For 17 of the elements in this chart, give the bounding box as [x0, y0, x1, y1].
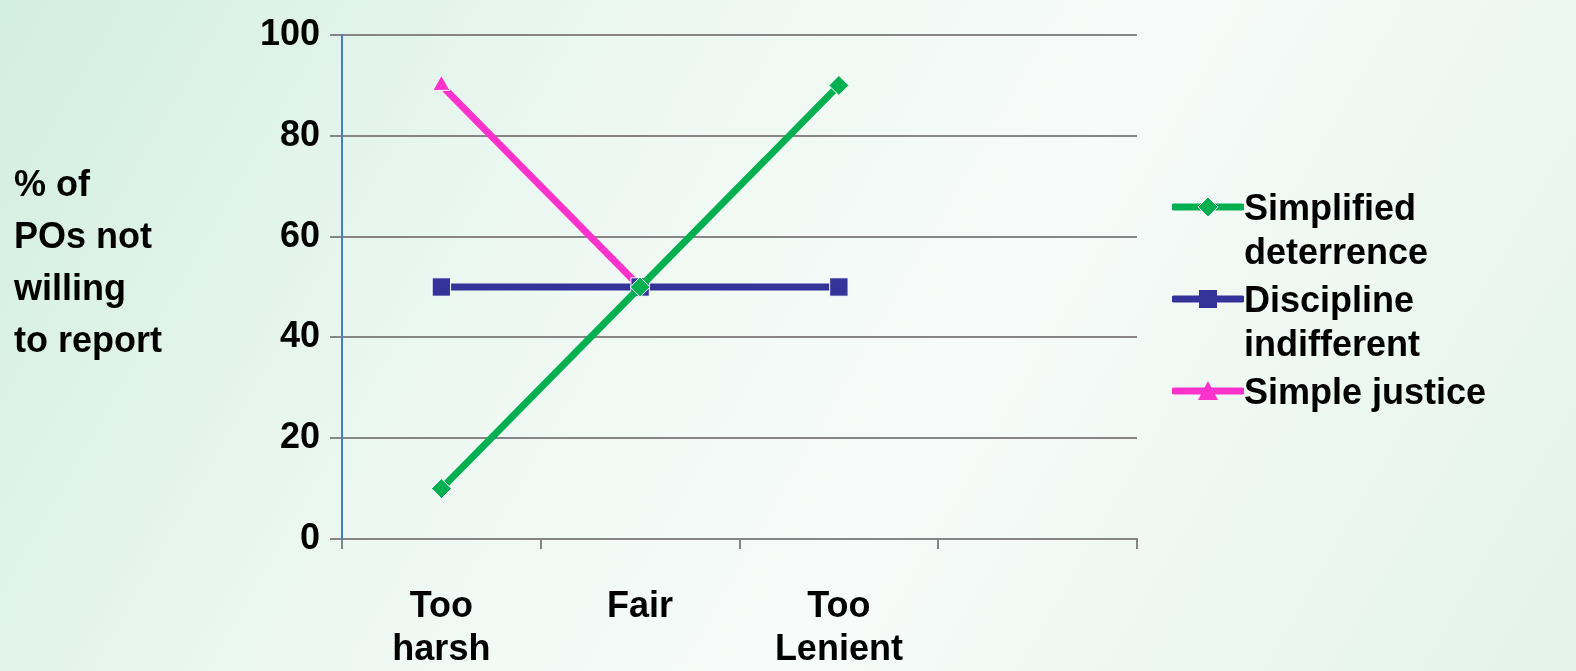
y-tick-label: 80 [279, 112, 320, 154]
y-tick-label: 0 [299, 515, 320, 557]
legend-label: Simplified deterrence [1244, 186, 1430, 274]
y-tick-label: 40 [279, 314, 320, 356]
point [829, 277, 849, 297]
point [431, 277, 452, 297]
x-tick-label: Fair [607, 583, 674, 625]
legend-label: Simple justice [1244, 370, 1488, 414]
legend-label: Discipline indifferent [1244, 278, 1421, 366]
y-tick-label: 100 [259, 11, 320, 53]
y-tick-label: 20 [279, 415, 320, 457]
x-tick-label: Too harsh [392, 583, 491, 668]
y-axis-title: % of POs not willing to report [14, 162, 163, 362]
x-tick-label: Too Lenient [774, 583, 903, 668]
point [430, 478, 452, 500]
y-tick-label: 60 [279, 213, 320, 255]
point [828, 74, 850, 96]
